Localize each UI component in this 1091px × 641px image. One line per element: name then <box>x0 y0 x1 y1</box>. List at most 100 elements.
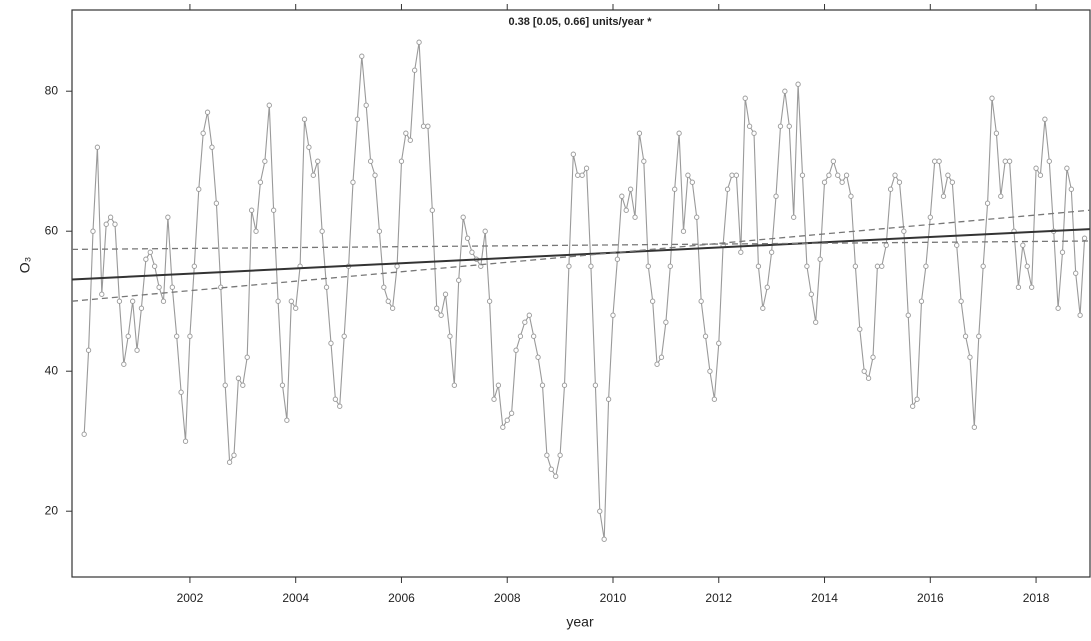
y-axis-label: O₃ <box>17 257 33 274</box>
data-point <box>689 179 695 185</box>
data-point <box>1015 284 1022 290</box>
data-point <box>182 438 189 444</box>
data-point <box>134 347 140 353</box>
data-point <box>213 200 220 206</box>
data-point <box>178 389 184 395</box>
data-point <box>839 179 845 185</box>
data-point <box>389 305 396 311</box>
y-tick-label: 60 <box>45 223 59 237</box>
data-point <box>663 319 669 325</box>
data-point <box>760 305 766 311</box>
data-point <box>447 333 453 339</box>
data-point <box>1006 158 1013 164</box>
data-point <box>566 263 572 269</box>
data-point <box>460 214 466 220</box>
data-point <box>226 459 233 465</box>
data-point <box>984 200 991 206</box>
data-point <box>1020 242 1026 248</box>
data-point <box>874 263 881 269</box>
data-point <box>187 333 193 339</box>
data-point <box>821 179 828 185</box>
data-point <box>698 298 704 304</box>
data-point <box>857 326 863 332</box>
data-point <box>204 109 211 115</box>
data-point <box>597 508 603 514</box>
data-point <box>407 137 413 143</box>
data-point <box>879 263 885 269</box>
data-point <box>310 172 316 178</box>
data-point <box>165 214 171 220</box>
data-point <box>372 172 378 178</box>
data-point <box>152 263 158 269</box>
data-point <box>138 305 145 311</box>
data-point <box>1055 305 1061 311</box>
data-point <box>328 340 334 346</box>
data-point <box>147 249 153 255</box>
data-point <box>451 382 457 388</box>
data-point <box>962 333 969 339</box>
data-point <box>112 221 118 227</box>
data-point <box>90 228 96 234</box>
data-point <box>94 144 101 150</box>
data-point <box>614 256 621 262</box>
data-point <box>385 298 391 304</box>
data-point <box>85 347 92 353</box>
data-point <box>813 319 819 325</box>
data-point <box>156 284 162 290</box>
data-point <box>645 263 651 269</box>
data-point <box>81 431 87 437</box>
data-point <box>434 305 440 311</box>
data-point <box>826 172 832 178</box>
data-point <box>288 298 294 304</box>
plot-frame <box>71 9 1091 578</box>
data-point <box>896 179 903 185</box>
data-point <box>861 368 867 374</box>
data-point <box>244 354 250 360</box>
data-point <box>791 214 797 220</box>
data-point <box>359 53 365 59</box>
data-point <box>954 242 960 248</box>
data-point <box>918 298 925 304</box>
data-point <box>755 263 762 269</box>
data-point <box>1073 270 1079 276</box>
data-point <box>235 375 242 381</box>
data-point <box>575 172 581 178</box>
data-point <box>998 193 1004 199</box>
data-point <box>892 172 898 178</box>
data-point <box>482 228 488 234</box>
data-point <box>592 382 599 388</box>
data-point <box>905 312 911 318</box>
data-point <box>394 263 400 269</box>
y-tick-label: 20 <box>45 503 59 517</box>
data-point <box>275 298 281 304</box>
y-tick-label: 80 <box>45 83 59 97</box>
data-point <box>469 249 475 255</box>
data-point <box>910 403 916 409</box>
data-point <box>923 263 929 269</box>
data-point <box>319 228 325 234</box>
data-line <box>83 42 1086 540</box>
data-point <box>817 256 823 262</box>
data-point <box>694 214 700 220</box>
data-point <box>641 158 647 164</box>
data-point <box>526 312 532 318</box>
data-point <box>398 158 405 164</box>
data-point <box>830 158 837 164</box>
data-point <box>121 361 127 367</box>
data-point <box>495 382 502 388</box>
data-point <box>416 39 422 45</box>
data-point <box>707 368 713 374</box>
chart-title: 0.38 [0.05, 0.66] units/year * <box>508 16 652 28</box>
data-point <box>504 417 510 423</box>
data-point <box>381 284 387 290</box>
data-point <box>403 130 409 136</box>
data-point <box>1046 158 1052 164</box>
data-point <box>676 130 682 136</box>
data-point <box>222 382 228 388</box>
data-point <box>1042 116 1048 122</box>
data-point <box>768 249 775 255</box>
data-point <box>583 165 590 171</box>
data-point <box>610 312 616 318</box>
data-point <box>746 123 753 129</box>
